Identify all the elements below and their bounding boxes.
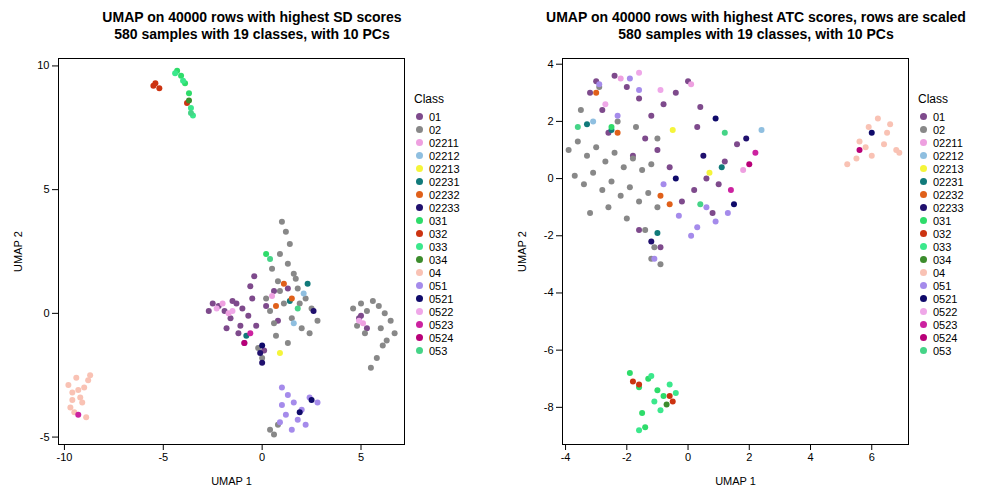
html-text:02231: 02231 <box>429 175 460 188</box>
svg-text:-10: -10 <box>56 451 72 463</box>
svg-text:6: 6 <box>869 451 875 463</box>
html-text:02212: 02212 <box>933 149 964 162</box>
svg-text:10: 10 <box>37 59 49 71</box>
html-text:01: 01 <box>933 110 946 123</box>
html-text:02211: 02211 <box>429 136 459 149</box>
html-text:UMAP on 40000 rows with highes: UMAP on 40000 rows with highest ATC scor… <box>546 9 966 25</box>
svg-text:0: 0 <box>259 451 265 463</box>
html-text:02213: 02213 <box>429 162 460 175</box>
html-text:02212: 02212 <box>429 149 460 162</box>
svg-text:-2: -2 <box>544 229 554 241</box>
html-text:053: 053 <box>429 344 448 357</box>
html-text:02232: 02232 <box>429 188 460 201</box>
html-text:0522: 0522 <box>933 305 958 318</box>
html-text:034: 034 <box>933 253 952 266</box>
svg-text:-5: -5 <box>158 451 168 463</box>
html-text:04: 04 <box>933 266 946 279</box>
html-text:0521: 0521 <box>429 292 454 305</box>
html-text:053: 053 <box>933 344 952 357</box>
html-text:0523: 0523 <box>429 318 454 331</box>
html-text:580 samples with 19 classes, w: 580 samples with 19 classes, with 10 PCs <box>114 26 390 42</box>
svg-text:4: 4 <box>807 451 813 463</box>
svg-text:2: 2 <box>746 451 752 463</box>
html-text:02: 02 <box>933 123 946 136</box>
html-text:0521: 0521 <box>933 292 958 305</box>
html-text:02: 02 <box>429 123 442 136</box>
html-text:Class: Class <box>918 92 948 106</box>
svg-text:4: 4 <box>547 58 553 70</box>
svg-text:2: 2 <box>547 115 553 127</box>
html-text:04: 04 <box>429 266 442 279</box>
svg-text:0: 0 <box>547 172 553 184</box>
html-text:031: 031 <box>429 214 448 227</box>
html-text:580 samples with 19 classes, w: 580 samples with 19 classes, with 10 PCs <box>618 26 894 42</box>
html-text:031: 031 <box>933 214 952 227</box>
svg-text:5: 5 <box>358 451 364 463</box>
svg-text:-2: -2 <box>622 451 632 463</box>
html-text:02232: 02232 <box>933 188 964 201</box>
html-text:02213: 02213 <box>933 162 964 175</box>
html-text:02231: 02231 <box>933 175 964 188</box>
svg-text:-5: -5 <box>40 431 50 443</box>
html-text:032: 032 <box>933 227 952 240</box>
svg-text:-6: -6 <box>544 344 554 356</box>
svg-text:0: 0 <box>43 307 49 319</box>
html-text:051: 051 <box>933 279 952 292</box>
html-text:UMAP on 40000 rows with highes: UMAP on 40000 rows with highest SD score… <box>102 9 402 25</box>
html-text:0524: 0524 <box>429 331 454 344</box>
html-text:02233: 02233 <box>933 201 964 214</box>
html-text:033: 033 <box>933 240 952 253</box>
html-text:0524: 0524 <box>933 331 958 344</box>
html-text:0523: 0523 <box>933 318 958 331</box>
html-text:051: 051 <box>429 279 448 292</box>
svg-text:UMAP 1: UMAP 1 <box>211 475 252 487</box>
html-text:02211: 02211 <box>933 136 963 149</box>
svg-text:0: 0 <box>685 451 691 463</box>
html-text:033: 033 <box>429 240 448 253</box>
html-text:02233: 02233 <box>429 201 460 214</box>
svg-text:-4: -4 <box>544 286 554 298</box>
svg-text:5: 5 <box>43 183 49 195</box>
svg-text:UMAP 2: UMAP 2 <box>12 231 24 272</box>
html-text:01: 01 <box>429 110 442 123</box>
svg-text:-4: -4 <box>561 451 571 463</box>
svg-text:UMAP 1: UMAP 1 <box>715 475 756 487</box>
html-text:Class: Class <box>414 92 444 106</box>
html-text:034: 034 <box>429 253 448 266</box>
html-text:0522: 0522 <box>429 305 454 318</box>
svg-text:UMAP 2: UMAP 2 <box>516 231 528 272</box>
svg-text:-8: -8 <box>544 401 554 413</box>
html-text:032: 032 <box>429 227 448 240</box>
